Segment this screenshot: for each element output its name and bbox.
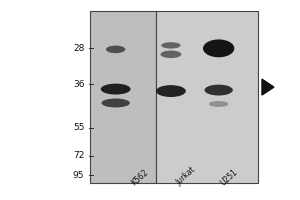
Ellipse shape xyxy=(101,99,130,107)
Text: U251: U251 xyxy=(219,167,239,187)
Text: 72: 72 xyxy=(73,151,84,160)
Ellipse shape xyxy=(161,42,181,49)
Text: 95: 95 xyxy=(73,171,84,180)
Ellipse shape xyxy=(101,84,130,95)
Text: K562: K562 xyxy=(129,168,150,187)
Ellipse shape xyxy=(205,85,233,96)
Ellipse shape xyxy=(106,46,125,53)
Text: Jurkat: Jurkat xyxy=(174,166,197,187)
Polygon shape xyxy=(262,79,274,95)
Text: 36: 36 xyxy=(73,80,84,89)
Ellipse shape xyxy=(156,85,186,97)
Ellipse shape xyxy=(160,51,182,58)
Text: 55: 55 xyxy=(73,123,84,132)
Bar xyxy=(156,11,257,183)
Ellipse shape xyxy=(209,101,228,107)
Bar xyxy=(90,11,156,183)
Ellipse shape xyxy=(203,39,234,57)
Text: 28: 28 xyxy=(73,44,84,53)
